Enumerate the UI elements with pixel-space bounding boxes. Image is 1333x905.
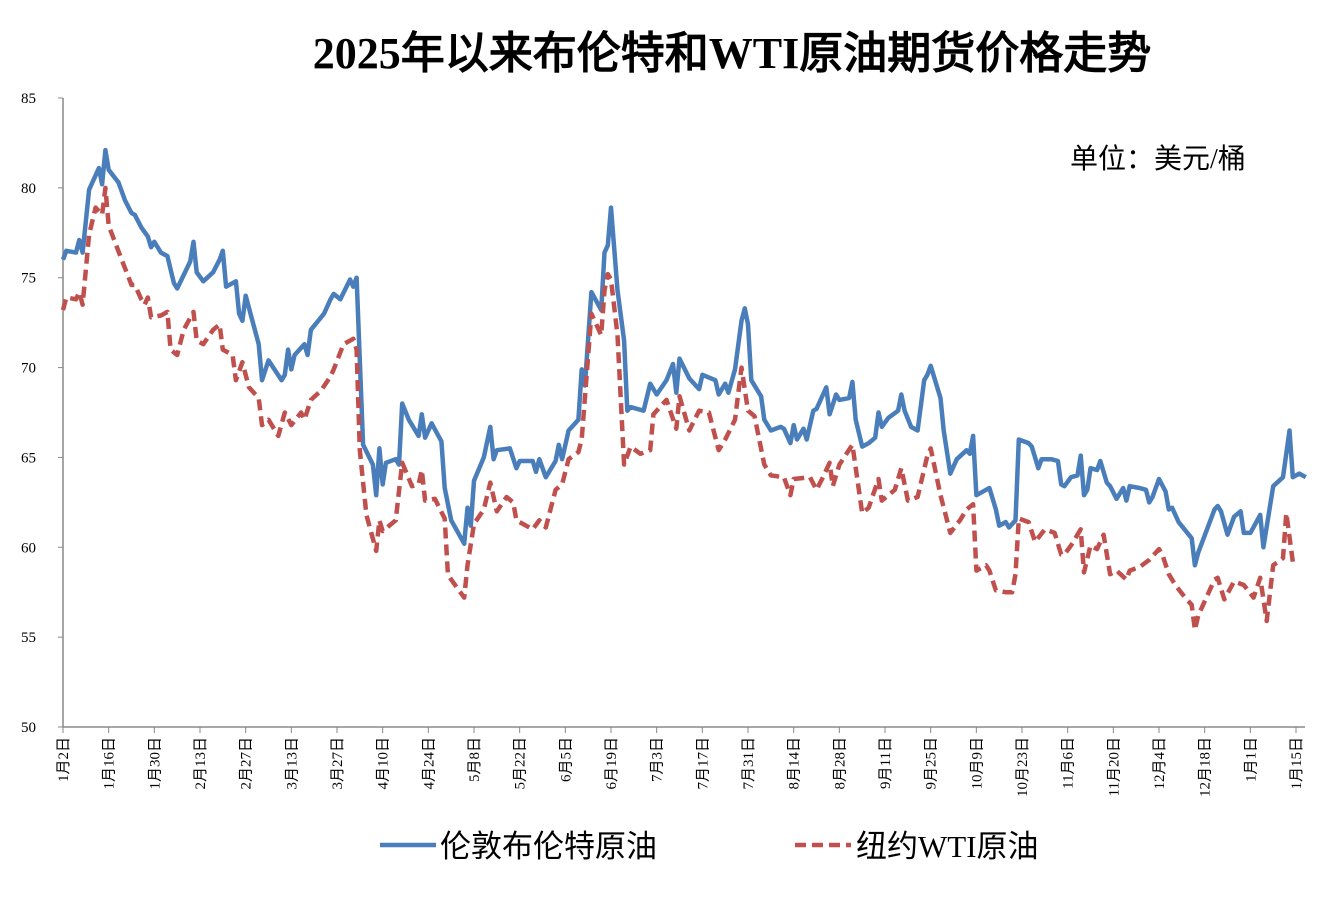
x-tick-label: 4月24日 xyxy=(421,737,437,790)
y-tick-label: 65 xyxy=(21,450,36,466)
x-tick-label: 1月30日 xyxy=(147,737,163,790)
legend-label-brent: 伦敦布伦特原油 xyxy=(440,829,657,864)
legend: 伦敦布伦特原油 纽约WTI原油 xyxy=(380,829,1039,864)
x-tick-label: 3月13日 xyxy=(284,737,300,790)
x-tick-label: 4月10日 xyxy=(376,737,392,790)
x-tick-label: 9月25日 xyxy=(924,737,940,790)
x-tick-label: 7月17日 xyxy=(695,737,711,790)
x-tick-label: 12月18日 xyxy=(1198,737,1214,797)
x-tick-label: 10月23日 xyxy=(1015,737,1031,797)
x-tick-label: 6月19日 xyxy=(604,737,620,790)
chart-title: 2025年以来布伦特和WTI原油期货价格走势 xyxy=(313,29,1151,78)
y-tick-label: 60 xyxy=(21,540,36,556)
x-tick-label: 7月31日 xyxy=(741,737,757,790)
x-tick-label: 1月2日 xyxy=(56,737,72,782)
y-tick-label: 70 xyxy=(21,361,36,377)
legend-label-wti: 纽约WTI原油 xyxy=(856,829,1039,864)
y-tick-label: 85 xyxy=(21,91,36,107)
series-line-brent xyxy=(60,147,1307,568)
x-tick-label: 9月11日 xyxy=(878,737,894,789)
y-tick-label: 55 xyxy=(21,630,36,646)
x-tick-label: 10月9日 xyxy=(969,737,985,790)
series-line-wti xyxy=(60,185,1296,633)
y-tick-label: 50 xyxy=(21,720,36,736)
x-tick-label: 3月27日 xyxy=(330,737,346,790)
x-tick-label: 11月6日 xyxy=(1061,737,1077,789)
y-tick-label: 80 xyxy=(21,181,36,197)
x-tick-label: 1月1日 xyxy=(1243,737,1259,782)
y-tick-label: 75 xyxy=(21,271,36,287)
x-tick-label: 2月13日 xyxy=(193,737,209,790)
x-tick-label: 12月4日 xyxy=(1152,737,1168,790)
x-tick-label: 1月16日 xyxy=(102,737,118,790)
x-tick-label: 11月20日 xyxy=(1106,737,1122,796)
x-tick-label: 2月27日 xyxy=(239,737,255,790)
x-tick-label: 6月5日 xyxy=(558,737,574,782)
series-lines xyxy=(60,147,1307,633)
unit-label: 单位：美元/桶 xyxy=(1070,143,1246,175)
x-tick-label: 8月14日 xyxy=(787,737,803,790)
x-tick-label: 5月22日 xyxy=(513,737,529,790)
axes: 50 55 60 65 70 75 80 85 1月2日 1月16日 1月30日 2月13日 2月27日… xyxy=(21,91,1305,797)
x-tick-label: 8月28日 xyxy=(832,737,848,790)
x-tick-label: 7月3日 xyxy=(650,737,666,782)
x-tick-label: 5月8日 xyxy=(467,737,483,782)
x-tick-label: 1月15日 xyxy=(1289,737,1305,790)
